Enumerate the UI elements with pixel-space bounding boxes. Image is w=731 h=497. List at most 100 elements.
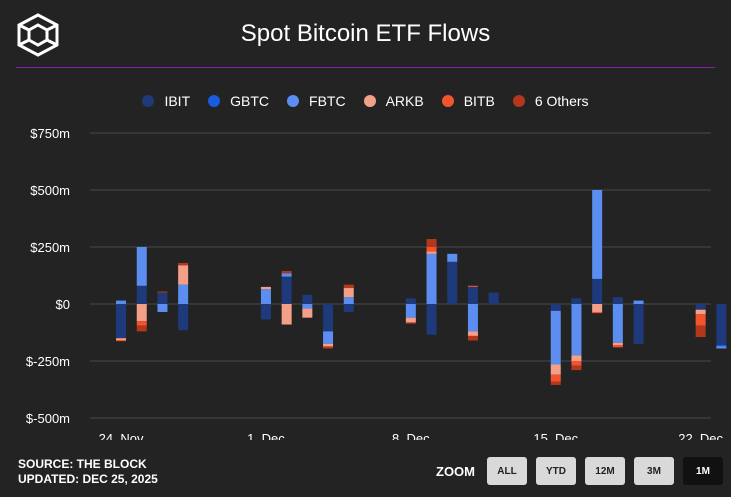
zoom-controls: ZOOM ALL YTD 12M 3M 1M bbox=[436, 457, 731, 485]
bar-segment-fbtc bbox=[281, 273, 292, 277]
zoom-12m-button[interactable]: 12M bbox=[585, 457, 625, 485]
bar-segment-arkb bbox=[116, 338, 127, 341]
bar-segment-ibit bbox=[447, 261, 458, 304]
bar-segment-ibit bbox=[302, 294, 313, 304]
bar-segment-fbtc bbox=[157, 304, 168, 312]
bar-segment-6-others bbox=[157, 291, 168, 293]
bar-segment-ibit bbox=[467, 286, 478, 304]
legend-item-fbtc[interactable]: FBTC bbox=[287, 93, 346, 109]
y-tick-label: $500m bbox=[30, 183, 70, 198]
bar-segment-fbtc bbox=[343, 297, 354, 304]
zoom-ytd-button[interactable]: YTD bbox=[536, 457, 576, 485]
bar-segment-ibit bbox=[178, 304, 189, 331]
bar-segment-fbtc bbox=[136, 247, 147, 286]
bar-segment-fbtc bbox=[302, 304, 313, 309]
bar-segment-ibit bbox=[281, 276, 292, 304]
updated-label: UPDATED: DEC 25, 2025 bbox=[18, 472, 158, 486]
bar-segment-fbtc bbox=[716, 346, 727, 349]
bar-segment-arkb bbox=[612, 342, 623, 346]
legend-label: GBTC bbox=[230, 93, 270, 109]
bar-segment-arkb bbox=[550, 364, 561, 375]
bar-segment-fbtc bbox=[550, 310, 561, 365]
bar-segment-gbtc bbox=[716, 345, 727, 347]
bar-segment-fbtc bbox=[323, 331, 334, 344]
bar-segment-arkb bbox=[323, 343, 334, 347]
bar-segment-6-others bbox=[426, 239, 437, 247]
bar-segment-fbtc bbox=[447, 253, 458, 262]
bar-segment-bitb bbox=[612, 345, 623, 348]
zoom-all-button[interactable]: ALL bbox=[487, 457, 527, 485]
legend-item-6-others[interactable]: 6 Others bbox=[512, 93, 589, 109]
bar-segment-fbtc bbox=[592, 190, 603, 279]
source-label: SOURCE: THE BLOCK bbox=[18, 457, 147, 471]
bar-segment-fbtc bbox=[426, 253, 437, 304]
footer-info: SOURCE: THE BLOCK UPDATED: DEC 25, 2025 bbox=[18, 457, 158, 487]
y-tick-label: $0 bbox=[56, 297, 70, 312]
bar-segment-bitb bbox=[467, 285, 478, 287]
bar-segment-ibit bbox=[260, 304, 271, 320]
bar-segment-6-others bbox=[695, 325, 706, 338]
bar-segment-ibit bbox=[633, 304, 644, 344]
title-divider bbox=[16, 67, 715, 68]
bar-segment-arkb bbox=[302, 308, 313, 318]
legend-swatch bbox=[441, 95, 454, 107]
x-tick-label: 22. Dec bbox=[678, 431, 723, 440]
bar-segment-arkb bbox=[136, 304, 147, 322]
bar-segment-fbtc bbox=[633, 300, 644, 304]
legend-swatch bbox=[287, 95, 300, 107]
legend-item-ibit[interactable]: IBIT bbox=[142, 93, 190, 109]
bar-segment-bitb bbox=[695, 314, 706, 326]
cube-logo-icon bbox=[17, 13, 59, 57]
zoom-1m-button[interactable]: 1M bbox=[683, 457, 723, 485]
bar-segment-ibit bbox=[488, 292, 499, 304]
bar-segment-arkb bbox=[426, 251, 437, 254]
bar-segment-6-others bbox=[467, 335, 478, 341]
bar-segment-fbtc bbox=[571, 304, 582, 356]
legend-item-arkb[interactable]: ARKB bbox=[363, 93, 424, 109]
bar-segment-bitb bbox=[323, 346, 334, 348]
x-tick-label: 15. Dec bbox=[533, 431, 578, 440]
legend-label: BITB bbox=[463, 93, 495, 109]
bar-segment-arkb bbox=[571, 355, 582, 361]
bar-segment-fbtc bbox=[467, 304, 478, 332]
bar-segment-ibit bbox=[550, 304, 561, 311]
bar-segment-arkb bbox=[281, 304, 292, 325]
bar-segment-ibit bbox=[695, 304, 706, 310]
zoom-3m-button[interactable]: 3M bbox=[634, 457, 674, 485]
bar-segment-ibit bbox=[343, 304, 354, 312]
bar-segment-ibit bbox=[612, 297, 623, 304]
bar-segment-bitb bbox=[550, 374, 561, 382]
legend-swatch bbox=[142, 95, 155, 107]
legend-item-gbtc[interactable]: GBTC bbox=[208, 93, 269, 109]
bar-segment-6-others bbox=[136, 325, 147, 332]
bar-segment-bitb bbox=[592, 311, 603, 314]
legend-label: FBTC bbox=[309, 93, 346, 109]
bar-segment-arkb bbox=[343, 288, 354, 298]
bar-segment-arkb bbox=[592, 304, 603, 312]
x-tick-label: 24. Nov bbox=[99, 431, 144, 440]
bar-segment-ibit bbox=[323, 304, 334, 332]
x-tick-label: 8. Dec bbox=[392, 431, 430, 440]
legend-label: IBIT bbox=[164, 93, 191, 109]
legend-swatch bbox=[363, 95, 376, 107]
legend-swatch bbox=[208, 95, 221, 107]
bar-segment-ibit bbox=[136, 285, 147, 304]
bar-segment-fbtc bbox=[178, 284, 189, 304]
bar-segment-bitb bbox=[116, 340, 127, 342]
bar-segment-ibit bbox=[592, 278, 603, 304]
y-tick-label: $-250m bbox=[26, 354, 70, 369]
bar-segment-arkb bbox=[260, 286, 271, 290]
bar-segment-bitb bbox=[426, 247, 437, 252]
bar-segment-6-others bbox=[323, 347, 334, 349]
bar-segment-bitb bbox=[405, 322, 416, 324]
y-tick-label: $750m bbox=[30, 126, 70, 141]
bar-segment-6-others bbox=[343, 284, 354, 289]
bar-segment-arkb bbox=[695, 309, 706, 315]
bar-segment-6-others bbox=[178, 262, 189, 266]
chart-title: Spot Bitcoin ETF Flows bbox=[240, 20, 491, 47]
legend-label: ARKB bbox=[385, 93, 424, 109]
legend-item-bitb[interactable]: BITB bbox=[441, 93, 495, 109]
y-tick-label: $250m bbox=[30, 240, 70, 255]
bar-segment-ibit bbox=[716, 304, 727, 346]
y-tick-label: $-500m bbox=[26, 411, 70, 426]
